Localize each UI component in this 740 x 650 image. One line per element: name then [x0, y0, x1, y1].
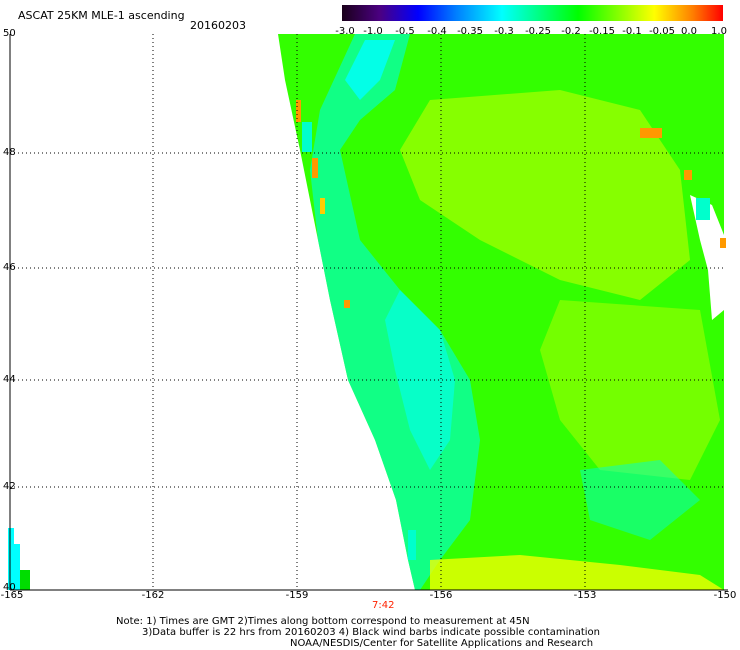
bl-swath-cyan: [14, 544, 20, 590]
map-title: ASCAT 25KM MLE-1 ascending: [18, 9, 185, 22]
cyan-pixel: [408, 530, 416, 560]
colorbar-tick-label: 1.0: [711, 26, 727, 37]
swath-aqua-core: [345, 40, 395, 100]
footer-note-2: 3)Data buffer is 22 hrs from 20160203 4)…: [142, 627, 600, 638]
colorbar-tick-label: -0.25: [525, 26, 551, 37]
bl-swath-cyan: [8, 528, 14, 590]
orange-pixel: [720, 238, 726, 248]
bl-swath-green: [20, 570, 30, 590]
colorbar-tick-label: -0.15: [589, 26, 615, 37]
lat-label: 40: [3, 582, 16, 593]
lat-label: 44: [3, 374, 16, 385]
swath-lime-area: [400, 90, 690, 300]
orange-pixel: [296, 100, 301, 122]
map-grid: [10, 34, 724, 590]
orange-pixel: [684, 170, 692, 180]
colorbar-tick-label: -3.0: [335, 26, 355, 37]
colorbar-tick-label: -0.35: [457, 26, 483, 37]
footer-note-1: Note: 1) Times are GMT 2)Times along bot…: [116, 616, 530, 627]
orange-pixel: [320, 198, 325, 214]
lon-label: -150: [713, 590, 737, 601]
colorbar-tick-label: -0.5: [395, 26, 415, 37]
footer-note-3: NOAA/NESDIS/Center for Satellite Applica…: [290, 638, 594, 649]
colorbar-tick-label: -0.1: [622, 26, 642, 37]
map-date: 20160203: [190, 19, 246, 32]
colorbar-tick-label: -0.2: [561, 26, 581, 37]
colorbar-tick-label: -0.4: [427, 26, 447, 37]
colorbar-tick-label: -1.0: [363, 26, 383, 37]
orange-pixel: [640, 128, 662, 138]
swath-cyan-south: [580, 460, 700, 540]
lon-label: -159: [285, 590, 309, 601]
swath-gap-east2: [690, 195, 724, 320]
orange-pixel: [344, 300, 350, 308]
lon-label: -162: [141, 590, 165, 601]
time-label: 7:42: [372, 600, 395, 611]
lat-label: 50: [3, 28, 16, 39]
colorbar-tick-label: -0.05: [649, 26, 675, 37]
colorbar-tick-label: 0.0: [681, 26, 697, 37]
lon-label: -156: [429, 590, 453, 601]
lon-label: -153: [573, 590, 597, 601]
lat-label: 46: [3, 262, 16, 273]
lat-label: 48: [3, 147, 16, 158]
swath-yellow-south: [430, 555, 724, 590]
lat-label: 42: [3, 481, 16, 492]
colorbar: [342, 5, 723, 21]
colorbar-tick-label: -0.3: [494, 26, 514, 37]
lon-label: -165: [0, 590, 24, 601]
cyan-pixel: [696, 198, 710, 220]
cyan-pixel: [302, 122, 312, 152]
orange-pixel: [312, 158, 318, 178]
swath-aqua-mid: [385, 290, 455, 470]
